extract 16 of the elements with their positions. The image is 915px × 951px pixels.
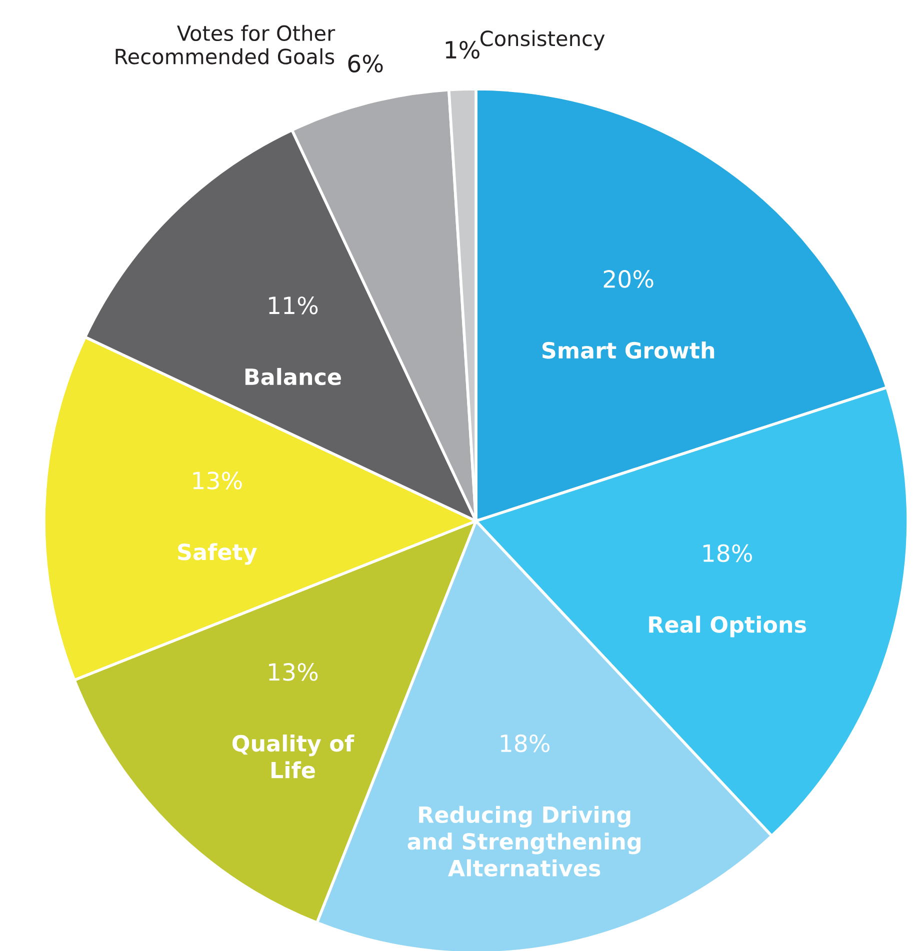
data-label: 18% — [500, 734, 550, 752]
slice-label: Quality of Life — [232, 734, 354, 778]
slice-label: Smart Growth — [542, 342, 714, 359]
data-label: 1% — [446, 40, 480, 59]
slice-label: Real Options — [649, 616, 806, 638]
data-label: 18% — [703, 544, 752, 562]
data-label: 13% — [269, 663, 318, 681]
data-label: 11% — [269, 296, 318, 314]
slice-label: Balance — [245, 368, 341, 386]
data-label: 20% — [604, 270, 654, 288]
data-label: 13% — [193, 472, 242, 490]
slice-label: Votes for Other Recommended Goals — [116, 24, 336, 64]
data-label: 6% — [348, 54, 383, 72]
slice-label: Safety — [178, 543, 257, 565]
slice-label: Reducing Driving and Strengthening Alternatives — [408, 806, 640, 877]
slice-label: Consistency — [480, 30, 605, 50]
